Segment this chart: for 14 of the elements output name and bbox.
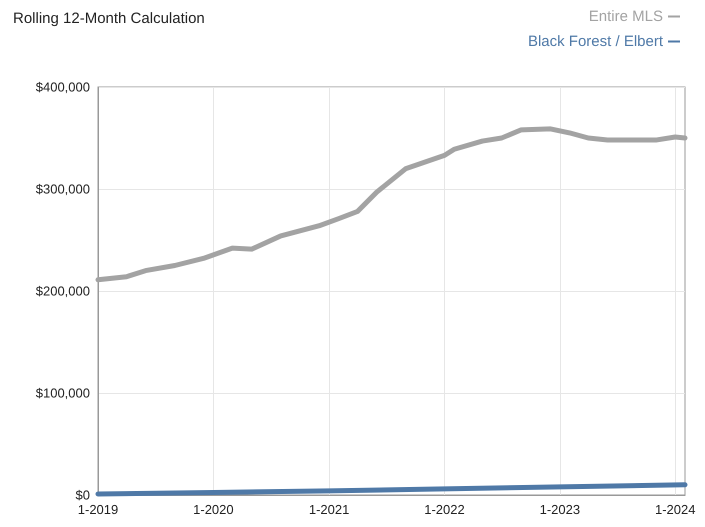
y-tick-label: $400,000 bbox=[36, 80, 90, 94]
legend-label: Black Forest / Elbert bbox=[528, 33, 664, 50]
x-tick-label: 1-2024 bbox=[654, 502, 696, 517]
x-tick-label: 1-2023 bbox=[540, 502, 580, 517]
x-tick-label: 1-2019 bbox=[78, 502, 118, 517]
chart-title: Rolling 12-Month Calculation bbox=[13, 10, 205, 27]
x-tick-label: 1-2021 bbox=[308, 502, 350, 517]
x-tick-label: 1-2022 bbox=[424, 502, 465, 517]
y-tick-label: $200,000 bbox=[36, 284, 90, 298]
y-tick-label: $100,000 bbox=[36, 386, 90, 400]
legend-label: Entire MLS bbox=[588, 8, 663, 25]
x-tick-label: 1-2020 bbox=[193, 502, 234, 517]
y-tick-label: $300,000 bbox=[36, 182, 90, 196]
y-tick-label: $0 bbox=[76, 488, 90, 502]
